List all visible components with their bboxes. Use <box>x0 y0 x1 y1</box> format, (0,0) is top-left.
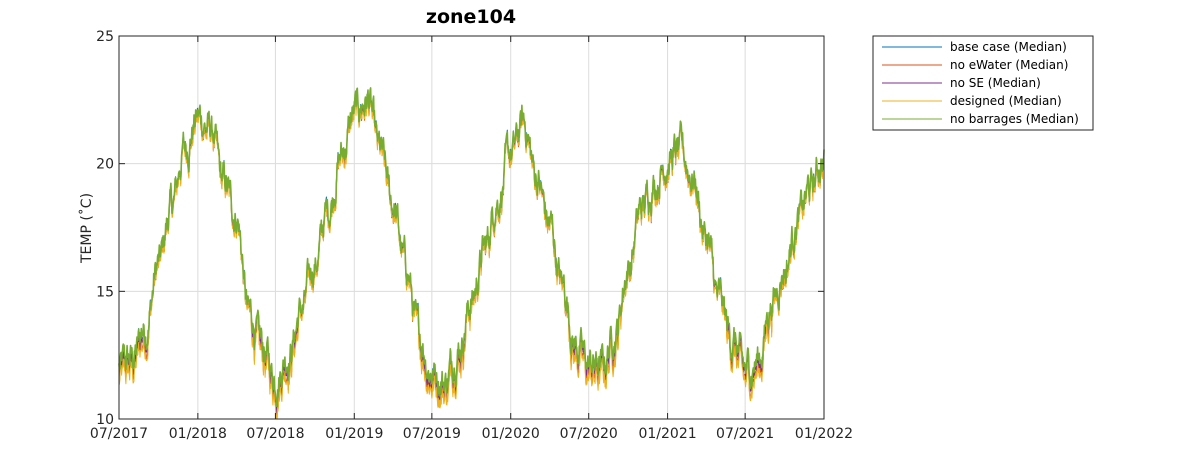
legend: base case (Median) no eWater (Median) no S… <box>872 35 1094 131</box>
y-tick-label: 10 <box>96 412 114 428</box>
x-tick-label: 07/2017 <box>90 426 148 442</box>
y-tick-label: 20 <box>96 157 114 173</box>
legend-items: base case (Median) no eWater (Median) no S… <box>882 40 1079 126</box>
chart-title: zone104 <box>426 6 516 28</box>
series-line-5 <box>118 87 825 408</box>
legend-label: designed (Median) <box>950 94 1062 108</box>
x-tick-label: 01/2020 <box>482 426 540 442</box>
series-lines <box>118 87 825 420</box>
x-tick-label: 01/2021 <box>638 426 696 442</box>
x-tick-label: 07/2018 <box>246 426 304 442</box>
x-tick-label: 01/2022 <box>795 426 853 442</box>
x-tick-label: 01/2018 <box>169 426 227 442</box>
axis-ticks: 07/2017 01/2018 07/2018 01/2019 07/2019 01/20… <box>90 29 853 442</box>
x-tick-label: 07/2020 <box>560 426 618 442</box>
series-line-4 <box>118 93 825 420</box>
y-tick-label: 25 <box>96 29 114 45</box>
x-tick-label: 01/2019 <box>325 426 383 442</box>
legend-label: base case (Median) <box>950 40 1067 54</box>
plot-frame <box>118 35 825 420</box>
legend-label: no eWater (Median) <box>950 58 1068 72</box>
y-axis-label: TEMP (˚C) <box>78 193 95 264</box>
legend-label: no SE (Median) <box>950 76 1041 90</box>
x-tick-label: 07/2019 <box>403 426 461 442</box>
y-tick-label: 15 <box>96 284 114 300</box>
legend-label: no barrages (Median) <box>950 112 1079 126</box>
plot-area <box>119 36 824 419</box>
x-tick-label: 07/2021 <box>716 426 774 442</box>
